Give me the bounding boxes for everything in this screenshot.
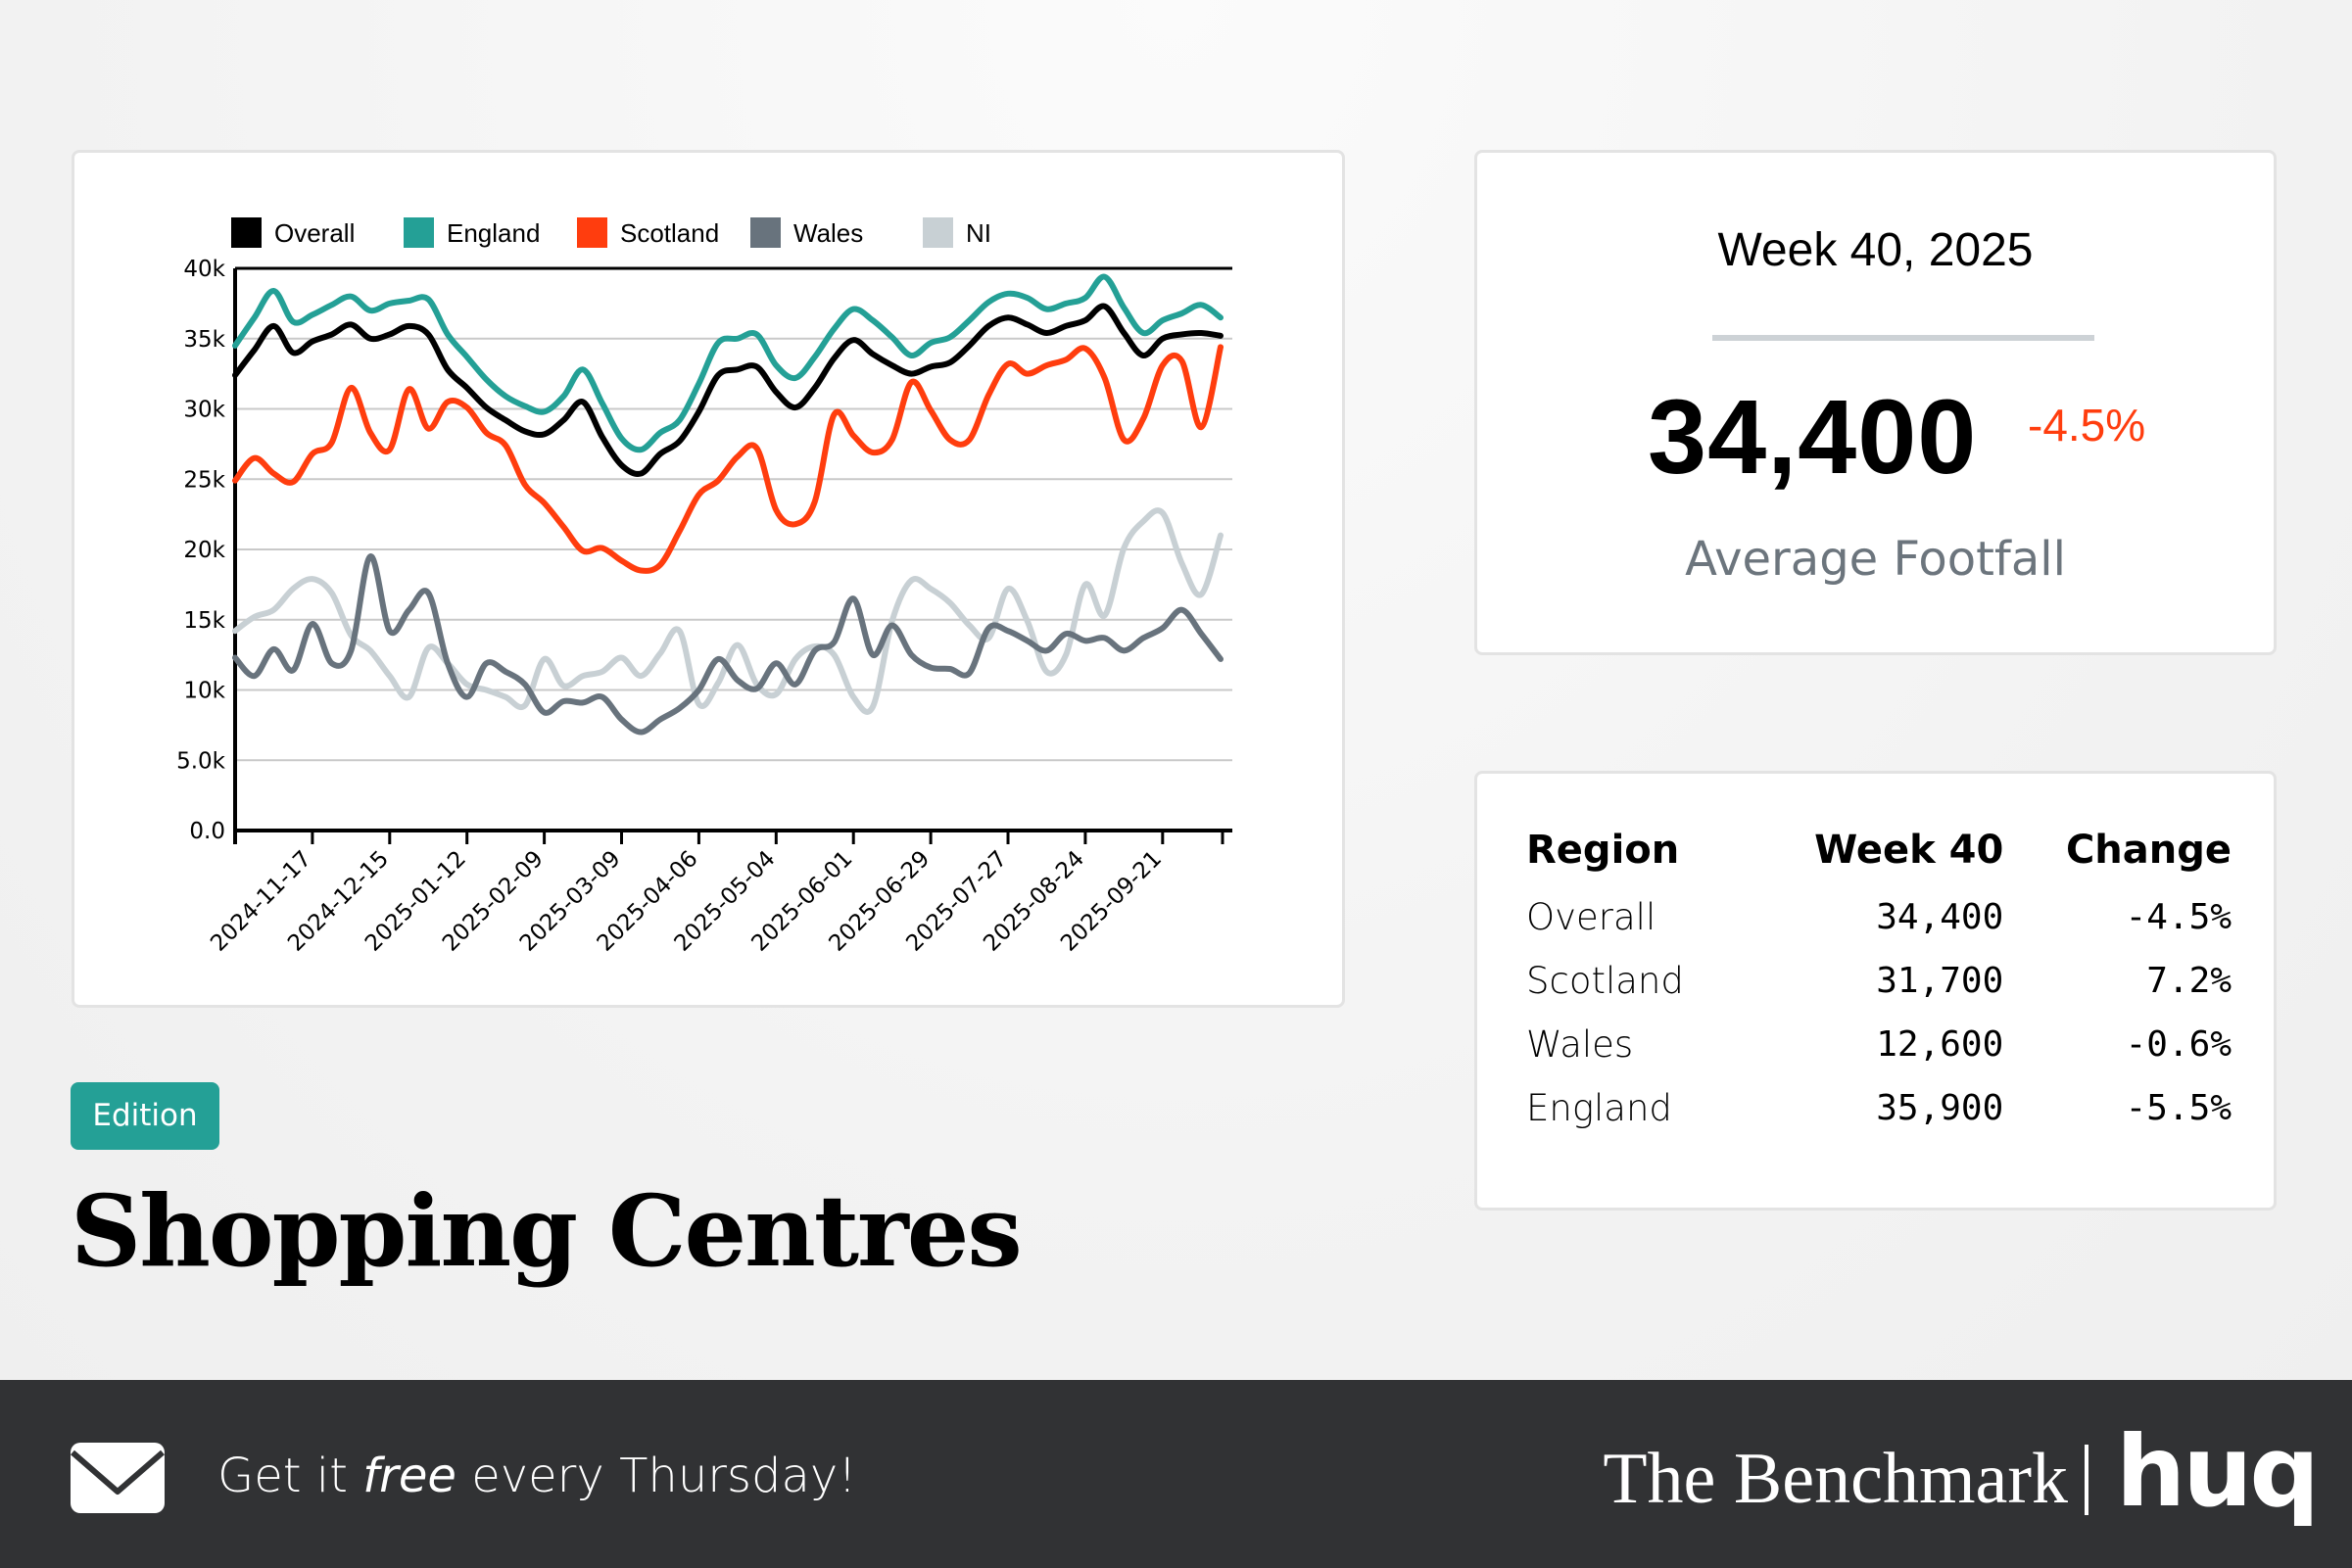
y-tick-label: 25k [183,467,225,493]
footer: Get it free every Thursday! The Benchmar… [0,1380,2352,1568]
legend-label: Scotland [620,218,719,248]
average-footfall-label: Average Footfall [1685,532,2066,587]
header-change: Change [2065,828,2232,873]
table-row: Wales 12,600 -0.6% [1526,1016,2232,1079]
y-tick-label: 40k [183,257,225,282]
series-line-scotland [232,344,1224,574]
y-tick-label: 20k [183,538,225,563]
y-tick-label: 35k [183,327,225,353]
footfall-line-chart: 0.05.0k10k15k20k25k30k35k40k2024-11-1720… [176,217,1232,957]
legend-item-england: England [404,217,540,248]
series-line-overall [232,303,1224,477]
stat-card: Week 40, 2025 34,400 -4.5% Average Footf… [1474,150,2277,655]
y-tick-label: 5.0k [176,748,226,774]
y-tick-label: 30k [183,398,225,423]
legend-label: Overall [274,218,355,248]
legend-label: England [447,218,540,248]
change-value: -4.5% [2125,897,2232,937]
y-tick-label: 0.0 [189,819,225,844]
region-name: England [1526,1087,1672,1129]
week-value: 12,600 [1876,1024,2004,1065]
region-table: Region Week 40 Change Overall 34,400 -4.… [1526,828,2232,1143]
subscribe-cta[interactable]: Get it free every Thursday! [217,1449,857,1503]
legend-item-ni: NI [923,217,991,248]
average-footfall-value: 34,400 [1648,377,1978,496]
change-value: -5.5% [2125,1088,2232,1128]
table-row: England 35,900 -5.5% [1526,1079,2232,1143]
legend-item-scotland: Scotland [577,217,719,248]
region-table-card: Region Week 40 Change Overall 34,400 -4.… [1474,771,2277,1211]
legend-swatch [923,217,953,248]
region-name: Wales [1526,1023,1634,1066]
huq-logo: huq [2116,1414,2320,1529]
series-line-ni [232,507,1224,715]
table-header: Region Week 40 Change [1526,828,2232,888]
week-value: 34,400 [1876,897,2004,937]
y-tick-label: 10k [183,679,225,704]
week-value: 35,900 [1876,1088,2004,1128]
y-tick-label: 15k [183,608,225,634]
header-week: Week 40 [1814,828,2004,873]
table-row: Overall 34,400 -4.5% [1526,888,2232,952]
region-name: Overall [1526,896,1656,938]
brand-name: The Benchmark [1603,1439,2068,1519]
legend-item-overall: Overall [231,217,355,248]
change-value: -0.6% [2125,1024,2232,1065]
legend-label: Wales [793,218,863,248]
legend-swatch [750,217,781,248]
region-name: Scotland [1526,960,1684,1002]
legend-swatch [231,217,262,248]
change-value: 7.2% [2146,961,2232,1001]
series-line-england [232,273,1224,453]
cta-text-start: Get it [217,1449,348,1503]
cta-text-end: every Thursday! [471,1449,857,1503]
table-row: Scotland 31,700 7.2% [1526,952,2232,1016]
legend-swatch [404,217,434,248]
divider [1712,335,2094,341]
series-line-wales [232,553,1224,736]
change-value: -4.5% [2028,400,2146,451]
legend-label: NI [966,218,991,248]
envelope-icon [71,1443,165,1513]
brand-separator [2085,1445,2088,1515]
week-value: 31,700 [1876,961,2004,1001]
page-title: Shopping Centres [71,1173,1023,1289]
edition-badge: Edition [71,1082,219,1150]
header-region: Region [1526,828,1680,873]
legend-item-wales: Wales [750,217,863,248]
cta-text-free: free [362,1449,456,1503]
chart-card: 0.0 5.0k 10k 15k 20k 25k 30k 35k 40k 2024-11-17 20… [72,150,1345,1008]
week-title: Week 40, 2025 [1717,224,2034,276]
legend-swatch [577,217,607,248]
